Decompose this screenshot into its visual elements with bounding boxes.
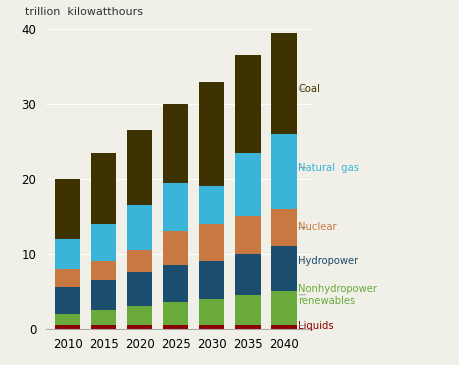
Bar: [163, 231, 188, 265]
Bar: [235, 55, 260, 153]
Bar: [199, 81, 224, 186]
Bar: [55, 287, 80, 314]
Bar: [199, 261, 224, 299]
Bar: [163, 302, 188, 325]
Bar: [271, 209, 296, 246]
Bar: [235, 295, 260, 325]
Bar: [127, 250, 152, 272]
Bar: [235, 216, 260, 254]
Bar: [199, 299, 224, 325]
Bar: [55, 179, 80, 239]
Bar: [235, 325, 260, 328]
Text: Coal: Coal: [298, 84, 319, 94]
Bar: [127, 272, 152, 306]
Bar: [91, 261, 116, 280]
Bar: [271, 134, 296, 209]
Bar: [199, 186, 224, 224]
Bar: [163, 182, 188, 231]
Bar: [271, 291, 296, 325]
Text: Liquids: Liquids: [298, 320, 333, 330]
Bar: [91, 280, 116, 310]
Bar: [127, 306, 152, 325]
Bar: [163, 325, 188, 328]
Bar: [127, 130, 152, 205]
Bar: [91, 153, 116, 224]
Bar: [91, 224, 116, 261]
Bar: [199, 325, 224, 328]
Bar: [271, 246, 296, 291]
Text: Natural  gas: Natural gas: [298, 163, 358, 173]
Bar: [91, 310, 116, 325]
Text: trillion  kilowatthours: trillion kilowatthours: [25, 7, 142, 17]
Bar: [127, 205, 152, 250]
Bar: [55, 314, 80, 325]
Bar: [55, 239, 80, 269]
Bar: [127, 325, 152, 328]
Bar: [163, 265, 188, 302]
Text: Nuclear: Nuclear: [298, 223, 336, 233]
Text: Nonhydropower
renewables: Nonhydropower renewables: [298, 284, 376, 306]
Bar: [235, 254, 260, 295]
Bar: [55, 269, 80, 287]
Text: Hydropower: Hydropower: [298, 256, 358, 266]
Bar: [235, 153, 260, 216]
Bar: [271, 33, 296, 134]
Bar: [91, 325, 116, 328]
Bar: [199, 224, 224, 261]
Bar: [163, 104, 188, 182]
Bar: [55, 325, 80, 328]
Bar: [271, 325, 296, 328]
